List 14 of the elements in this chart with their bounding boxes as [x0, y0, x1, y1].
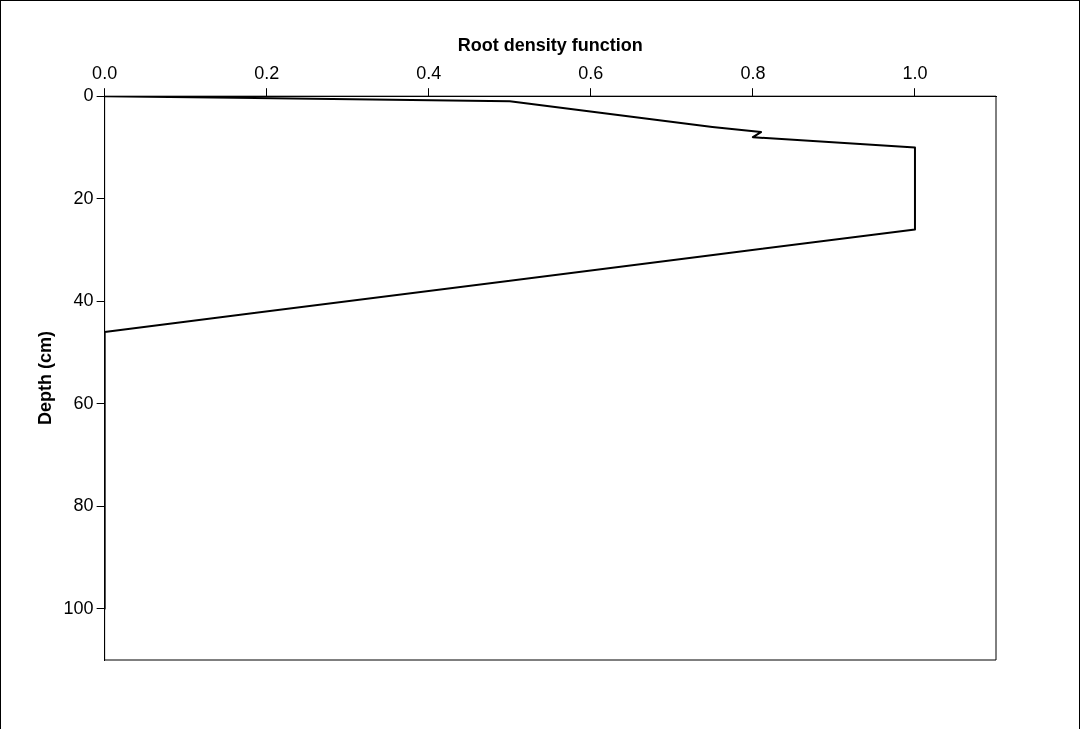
y-tick-label: 40 — [73, 290, 94, 311]
y-tick-label: 100 — [63, 597, 94, 618]
x-tick-label: 1.0 — [902, 63, 928, 84]
y-tick-label: 20 — [73, 187, 94, 208]
x-tick-label: 0.4 — [416, 63, 442, 84]
y-axis-title: Depth (cm) — [34, 331, 55, 426]
y-tick-label: 60 — [73, 392, 94, 413]
y-tick-label: 0 — [83, 85, 94, 106]
x-tick-label: 0.2 — [254, 63, 280, 84]
x-tick-label: 0.0 — [92, 63, 118, 84]
y-tick-label: 80 — [73, 495, 94, 516]
x-tick-label: 0.8 — [740, 63, 766, 84]
x-tick-label: 0.6 — [578, 63, 604, 84]
x-axis-title: Root density function — [457, 34, 643, 55]
